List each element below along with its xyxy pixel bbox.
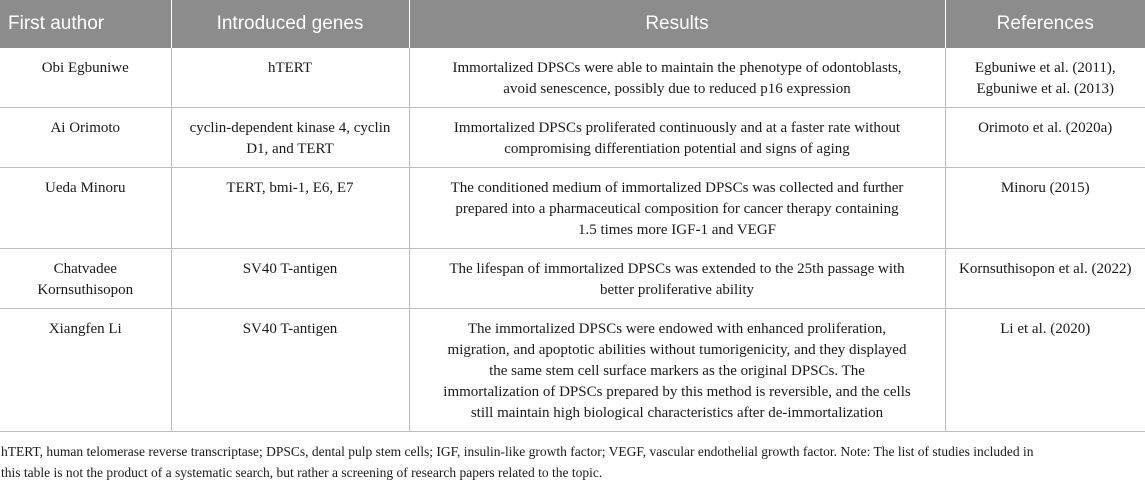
cell-author: Ueda Minoru xyxy=(0,167,172,249)
cell-line: Kornsuthisopon et al. (2022) xyxy=(959,261,1132,277)
table-header-row: First author Introduced genes Results Re… xyxy=(0,0,1145,48)
cell-genes: SV40 T-antigen xyxy=(171,248,410,309)
cell-line: Xiangfen Li xyxy=(48,321,122,337)
cell-line: Immortalized DPSCs were able to maintain… xyxy=(452,60,902,76)
cell-line: D1, and TERT xyxy=(246,141,334,157)
table-row: Xiangfen Li SV40 T-antigen The immortali… xyxy=(0,308,1145,432)
cell-line: Ai Orimoto xyxy=(50,120,121,136)
studies-table: First author Introduced genes Results Re… xyxy=(0,0,1145,432)
cell-line: SV40 T-antigen xyxy=(242,261,338,277)
cell-line: Immortalized DPSCs proliferated continuo… xyxy=(453,120,901,136)
cell-results: The immortalized DPSCs were endowed with… xyxy=(409,308,946,432)
table-row: Ai Orimoto cyclin-dependent kinase 4, cy… xyxy=(0,107,1145,168)
cell-line: prepared into a pharmaceutical compositi… xyxy=(455,201,899,217)
cell-line: immortalization of DPSCs prepared by thi… xyxy=(443,384,911,400)
cell-line: Orimoto et al. (2020a) xyxy=(978,120,1113,136)
cell-line: better proliferative ability xyxy=(599,282,755,298)
cell-genes: TERT, bmi-1, E6, E7 xyxy=(171,167,410,249)
cell-line: Minoru (2015) xyxy=(1000,180,1090,196)
cell-line: 1.5 times more IGF-1 and VEGF xyxy=(577,222,777,238)
cell-line: Egbuniwe et al. (2011), xyxy=(974,60,1116,76)
cell-line: Obi Egbuniwe xyxy=(41,60,129,76)
cell-genes: hTERT xyxy=(171,48,410,108)
cell-line: migration, and apoptotic abilities witho… xyxy=(447,342,907,358)
cell-line: The immortalized DPSCs were endowed with… xyxy=(467,321,887,337)
cell-results: Immortalized DPSCs were able to maintain… xyxy=(409,48,946,108)
cell-line: hTERT xyxy=(267,60,313,76)
cell-line: Chatvadee xyxy=(53,261,117,277)
cell-genes: SV40 T-antigen xyxy=(171,308,410,432)
cell-results: The lifespan of immortalized DPSCs was e… xyxy=(409,248,946,309)
cell-line: The lifespan of immortalized DPSCs was e… xyxy=(449,261,905,277)
header-first-author: First author xyxy=(0,0,172,48)
cell-results: Immortalized DPSCs proliferated continuo… xyxy=(409,107,946,168)
header-references: References xyxy=(945,0,1145,48)
table-footnote: hTERT, human telomerase reverse transcri… xyxy=(0,432,1145,483)
table-row: Obi Egbuniwe hTERT Immortalized DPSCs we… xyxy=(0,48,1145,108)
cell-line: compromising differentiation potential a… xyxy=(504,141,850,157)
cell-line: Egbuniwe et al. (2013) xyxy=(976,81,1114,97)
cell-references: Orimoto et al. (2020a) xyxy=(945,107,1145,168)
cell-author: Obi Egbuniwe xyxy=(0,48,172,108)
cell-line: TERT, bmi-1, E6, E7 xyxy=(226,180,354,196)
table-row: Chatvadee Kornsuthisopon SV40 T-antigen … xyxy=(0,248,1145,309)
header-results: Results xyxy=(409,0,946,48)
cell-line: still maintain high biological character… xyxy=(470,405,884,421)
cell-line: avoid senescence, possibly due to reduce… xyxy=(503,81,851,97)
cell-line: Li et al. (2020) xyxy=(1000,321,1091,337)
cell-references: Li et al. (2020) xyxy=(945,308,1145,432)
cell-line: the same stem cell surface markers as th… xyxy=(489,363,865,379)
cell-genes: cyclin-dependent kinase 4, cyclin D1, an… xyxy=(171,107,410,168)
cell-results: The conditioned medium of immortalized D… xyxy=(409,167,946,249)
cell-line: The conditioned medium of immortalized D… xyxy=(450,180,904,196)
cell-line: cyclin-dependent kinase 4, cyclin xyxy=(189,120,391,136)
cell-author: Xiangfen Li xyxy=(0,308,172,432)
cell-author: Ai Orimoto xyxy=(0,107,172,168)
cell-line: Kornsuthisopon xyxy=(37,282,134,298)
footnote-line: this table is not the product of a syste… xyxy=(1,465,603,480)
table-row: Ueda Minoru TERT, bmi-1, E6, E7 The cond… xyxy=(0,167,1145,249)
cell-line: Ueda Minoru xyxy=(45,180,126,196)
cell-references: Egbuniwe et al. (2011), Egbuniwe et al. … xyxy=(945,48,1145,108)
cell-references: Minoru (2015) xyxy=(945,167,1145,249)
footnote-line: hTERT, human telomerase reverse transcri… xyxy=(1,444,1034,459)
cell-references: Kornsuthisopon et al. (2022) xyxy=(945,248,1145,309)
cell-author: Chatvadee Kornsuthisopon xyxy=(0,248,172,309)
header-introduced-genes: Introduced genes xyxy=(171,0,410,48)
cell-line: SV40 T-antigen xyxy=(242,321,338,337)
